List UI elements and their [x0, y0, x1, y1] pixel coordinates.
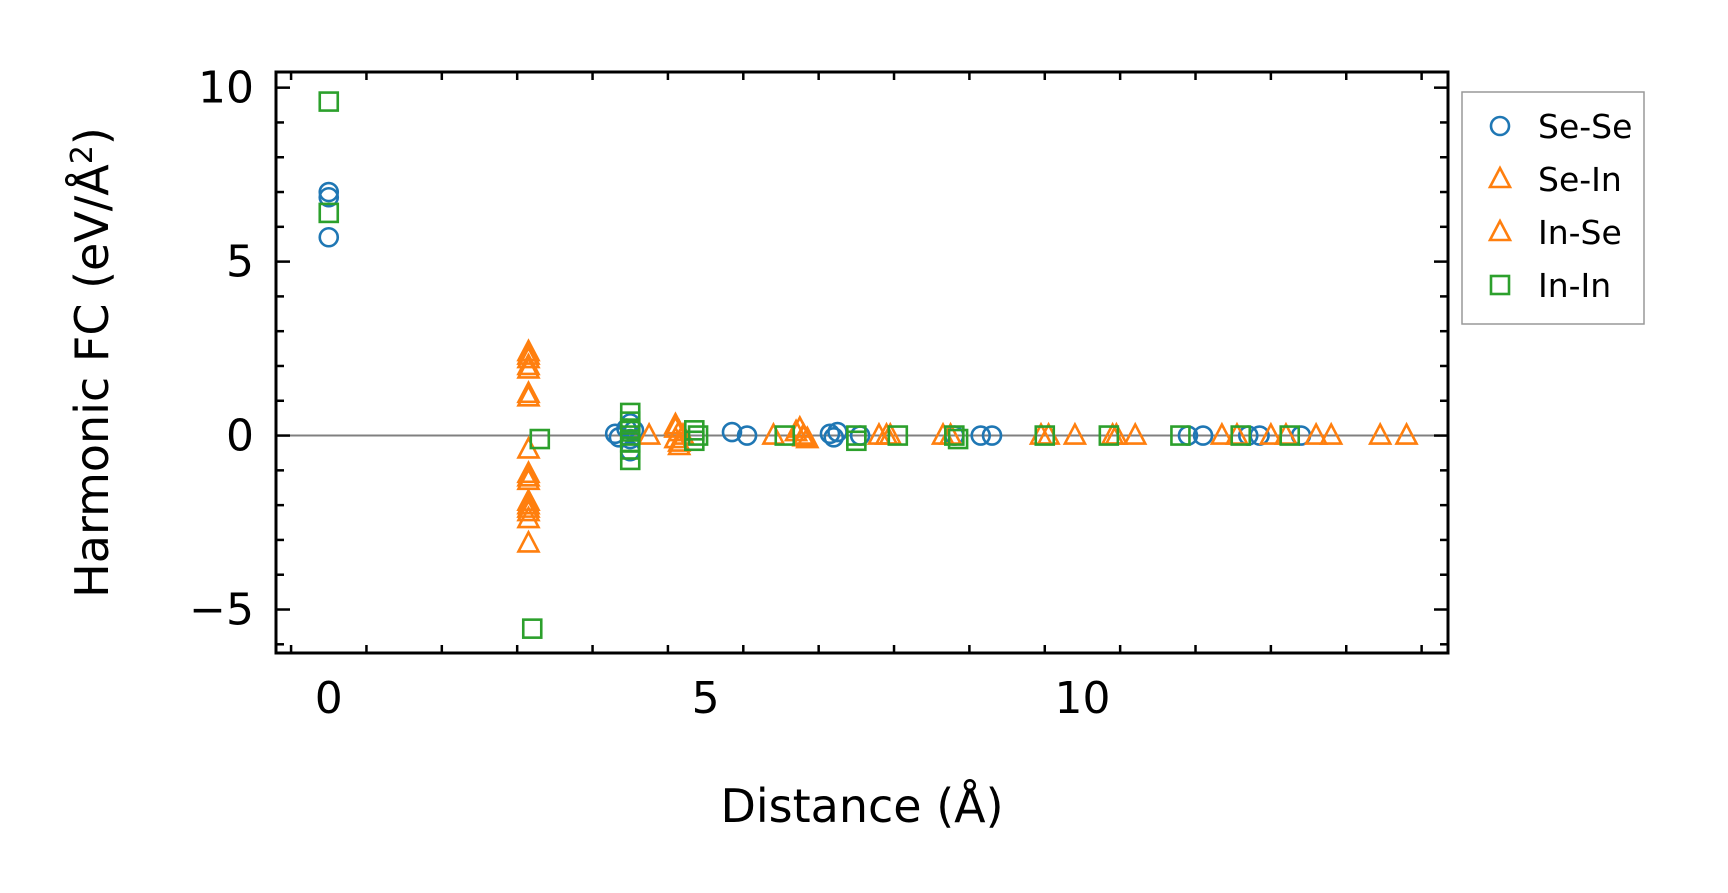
legend-label: Se-Se [1538, 107, 1632, 146]
tick-labels: 0 5 10 −5 0 5 10 [189, 63, 1110, 724]
data-point-in-in [1230, 425, 1252, 446]
data-point-in-in [687, 425, 709, 446]
data-markers [318, 91, 1419, 639]
data-point-in-se [516, 341, 541, 365]
y-tick-label: 0 [226, 411, 254, 462]
y-axis-label-main: Harmonic FC (eV/Å [65, 164, 119, 598]
data-point-in-se [663, 411, 688, 435]
legend-marker [1489, 115, 1511, 137]
data-point-in-in [774, 425, 796, 446]
data-point-in-in [947, 428, 969, 450]
data-point-in-in [887, 425, 909, 446]
data-point-se-in [516, 380, 541, 404]
data-point-se-se [1192, 425, 1214, 446]
data-point-se-se [819, 423, 841, 445]
data-point-se-se [970, 425, 992, 446]
legend-marker [1487, 165, 1513, 189]
legend-marker [1489, 274, 1511, 296]
data-point-in-in [318, 202, 340, 224]
data-point-se-in [516, 505, 541, 529]
x-tick-label: 5 [692, 673, 720, 724]
data-point-in-in [684, 430, 705, 452]
data-point-in-in [529, 428, 551, 450]
data-point-se-in [761, 421, 786, 445]
plot-frame [274, 70, 1450, 655]
data-point-in-se [516, 383, 541, 407]
legend-label: In-Se [1538, 213, 1622, 252]
data-point-in-se [1368, 421, 1393, 445]
x-tick-label: 10 [1054, 673, 1110, 724]
data-point-se-in [1258, 421, 1284, 445]
x-axis-label: Distance (Å) [720, 779, 1003, 833]
data-point-in-in [521, 618, 543, 639]
data-point-in-se [516, 498, 541, 522]
y-axis-label-superscript: 2 [65, 145, 100, 164]
data-point-se-in [1303, 421, 1329, 445]
data-point-in-in [684, 420, 705, 441]
legend-marker [1487, 218, 1513, 242]
data-point-in-se [516, 529, 541, 553]
y-tick-label: −5 [189, 585, 254, 636]
data-point-se-in [516, 460, 541, 484]
y-axis-label-close: ) [65, 127, 119, 145]
legend: Se-Se Se-In In-Se In-In [1461, 91, 1645, 325]
data-point-in-in [1098, 425, 1120, 446]
data-point-in-in [619, 449, 641, 471]
data-point-in-in [619, 439, 641, 460]
data-point-in-se [516, 491, 541, 515]
data-point-in-se [516, 463, 541, 487]
x-tick-label: 0 [315, 673, 343, 724]
data-point-se-se [736, 425, 758, 446]
data-point-se-se [318, 181, 340, 203]
data-point-se-se [721, 421, 743, 443]
y-tick-label: 5 [226, 237, 254, 288]
data-point-in-in [1170, 425, 1191, 446]
data-point-se-in [1209, 421, 1235, 445]
data-point-se-se [318, 186, 340, 208]
data-point-se-in [1319, 421, 1344, 445]
y-axis-label: Harmonic FC (eV/Å2) [65, 127, 119, 598]
data-point-se-in [636, 421, 662, 445]
data-point-in-se [1394, 421, 1419, 445]
data-point-in-se [874, 421, 899, 445]
data-point-in-in [318, 91, 340, 112]
data-point-in-se [516, 352, 541, 376]
data-point-se-in [1062, 421, 1088, 445]
data-point-in-se [791, 423, 816, 447]
data-point-se-in [516, 355, 541, 379]
data-point-in-in [846, 430, 867, 452]
legend-label: In-In [1538, 266, 1611, 305]
data-point-in-in [944, 425, 965, 446]
data-point-se-in [516, 494, 541, 518]
data-point-se-se [823, 426, 845, 448]
data-point-se-in [1123, 421, 1148, 445]
data-point-in-in [1034, 425, 1056, 446]
data-point-se-in [516, 345, 541, 369]
legend-label: Se-In [1538, 160, 1622, 199]
data-point-se-se [981, 425, 1003, 446]
data-point-in-in [1279, 425, 1301, 446]
data-point-se-se [318, 226, 340, 248]
y-tick-label: 10 [198, 63, 254, 114]
